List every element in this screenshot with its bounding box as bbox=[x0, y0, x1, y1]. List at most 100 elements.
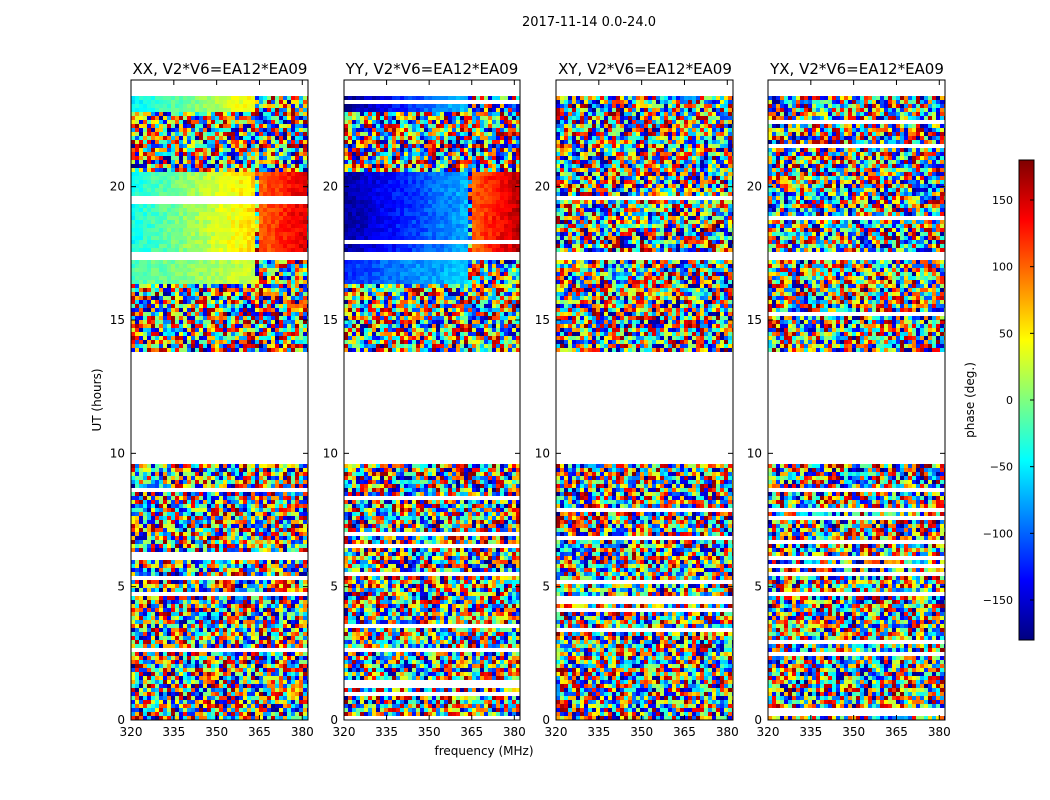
heatmap-cell bbox=[239, 324, 243, 328]
heatmap-cell bbox=[131, 616, 135, 620]
heatmap-cell bbox=[295, 188, 299, 192]
heatmap-cell bbox=[167, 248, 171, 252]
heatmap-cell bbox=[191, 348, 195, 352]
heatmap-cell bbox=[219, 120, 223, 124]
heatmap-cell bbox=[227, 276, 231, 280]
heatmap-cell bbox=[175, 656, 179, 660]
heatmap-cell bbox=[243, 684, 247, 688]
heatmap-cell bbox=[135, 548, 139, 552]
heatmap-cell bbox=[199, 172, 203, 176]
heatmap-cell bbox=[271, 128, 275, 132]
heatmap-cell bbox=[151, 508, 155, 512]
heatmap-cell bbox=[303, 228, 307, 232]
heatmap-cell bbox=[263, 304, 267, 308]
heatmap-cell bbox=[215, 644, 219, 648]
heatmap-cell bbox=[159, 260, 163, 264]
heatmap-cell bbox=[263, 604, 267, 608]
heatmap-cell bbox=[283, 284, 287, 288]
heatmap-cell bbox=[191, 192, 195, 196]
heatmap-cell bbox=[207, 332, 211, 336]
heatmap-cell bbox=[151, 176, 155, 180]
heatmap-cell bbox=[179, 168, 183, 172]
heatmap-cell bbox=[139, 540, 143, 544]
heatmap-cell bbox=[255, 640, 259, 644]
heatmap-cell bbox=[135, 684, 139, 688]
heatmap-cell bbox=[223, 152, 227, 156]
heatmap-cell bbox=[151, 332, 155, 336]
heatmap-cell bbox=[183, 348, 187, 352]
heatmap-cell bbox=[267, 192, 271, 196]
heatmap-cell bbox=[303, 128, 307, 132]
heatmap-cell bbox=[143, 184, 147, 188]
heatmap-cell bbox=[275, 660, 279, 664]
heatmap-cell bbox=[251, 528, 255, 532]
heatmap-cell bbox=[239, 176, 243, 180]
heatmap-cell bbox=[263, 564, 267, 568]
heatmap-cell bbox=[243, 472, 247, 476]
heatmap-cell bbox=[183, 260, 187, 264]
heatmap-cell bbox=[279, 484, 283, 488]
heatmap-cell bbox=[155, 180, 159, 184]
heatmap-cell bbox=[179, 528, 183, 532]
heatmap-cell bbox=[183, 320, 187, 324]
heatmap-cell bbox=[303, 676, 307, 680]
heatmap-cell bbox=[283, 304, 287, 308]
heatmap-cell bbox=[155, 560, 159, 564]
heatmap-cell bbox=[199, 596, 203, 600]
heatmap-cell bbox=[251, 520, 255, 524]
heatmap-cell bbox=[151, 476, 155, 480]
heatmap-cell bbox=[235, 280, 239, 284]
heatmap-cell bbox=[151, 528, 155, 532]
heatmap-cell bbox=[195, 496, 199, 500]
heatmap-cell bbox=[131, 664, 135, 668]
heatmap-cell bbox=[251, 580, 255, 584]
heatmap-cell bbox=[175, 288, 179, 292]
heatmap-cell bbox=[287, 108, 291, 112]
heatmap-cell bbox=[211, 628, 215, 632]
heatmap-cell bbox=[271, 540, 275, 544]
heatmap-cell bbox=[251, 480, 255, 484]
heatmap-cell bbox=[255, 328, 259, 332]
heatmap-cell bbox=[259, 308, 263, 312]
heatmap-cell bbox=[163, 224, 167, 228]
heatmap-cell bbox=[183, 636, 187, 640]
heatmap-cell bbox=[147, 644, 151, 648]
heatmap-cell bbox=[275, 668, 279, 672]
heatmap-cell bbox=[275, 124, 279, 128]
heatmap-cell bbox=[131, 112, 135, 116]
heatmap-cell bbox=[219, 340, 223, 344]
heatmap-cell bbox=[235, 644, 239, 648]
heatmap-cell bbox=[143, 224, 147, 228]
heatmap-cell bbox=[203, 516, 207, 520]
heatmap-cell bbox=[259, 108, 263, 112]
heatmap-cell bbox=[299, 180, 303, 184]
heatmap-cell bbox=[243, 176, 247, 180]
heatmap-cell bbox=[223, 588, 227, 592]
heatmap-cell bbox=[271, 240, 275, 244]
heatmap-cell bbox=[287, 140, 291, 144]
heatmap-cell bbox=[187, 684, 191, 688]
heatmap-cell bbox=[295, 528, 299, 532]
heatmap-cell bbox=[151, 276, 155, 280]
heatmap-cell bbox=[187, 188, 191, 192]
heatmap-cell bbox=[211, 348, 215, 352]
heatmap-cell bbox=[143, 152, 147, 156]
heatmap-cell bbox=[159, 148, 163, 152]
heatmap-cell bbox=[191, 624, 195, 628]
heatmap-cell bbox=[147, 280, 151, 284]
heatmap-cell bbox=[187, 520, 191, 524]
heatmap-cell bbox=[291, 188, 295, 192]
heatmap-cell bbox=[267, 100, 271, 104]
heatmap-cell bbox=[155, 520, 159, 524]
heatmap-cell bbox=[239, 616, 243, 620]
heatmap-cell bbox=[139, 144, 143, 148]
heatmap-cell bbox=[131, 140, 135, 144]
heatmap-cell bbox=[223, 260, 227, 264]
heatmap-cell bbox=[287, 96, 291, 100]
heatmap-cell bbox=[235, 192, 239, 196]
heatmap-cell bbox=[143, 620, 147, 624]
heatmap-cell bbox=[203, 636, 207, 640]
heatmap-cell bbox=[159, 268, 163, 272]
heatmap-cell bbox=[207, 316, 211, 320]
heatmap-cell bbox=[135, 164, 139, 168]
